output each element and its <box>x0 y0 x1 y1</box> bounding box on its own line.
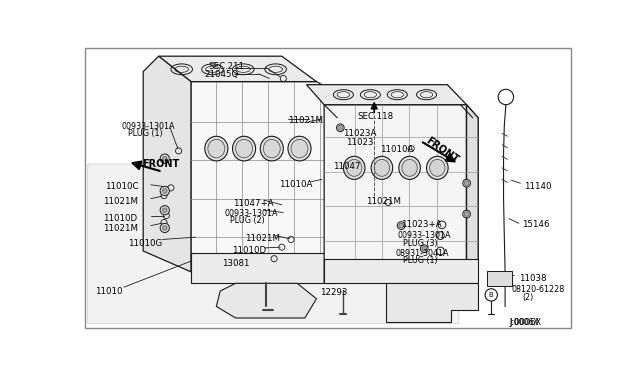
FancyBboxPatch shape <box>488 271 512 286</box>
Text: 08931-3041A: 08931-3041A <box>396 249 449 258</box>
Polygon shape <box>386 283 478 322</box>
Text: 11010A: 11010A <box>380 145 413 154</box>
Circle shape <box>160 223 170 232</box>
Text: 12293: 12293 <box>320 288 348 297</box>
Polygon shape <box>467 105 478 283</box>
Ellipse shape <box>232 136 255 161</box>
Ellipse shape <box>260 136 284 161</box>
Polygon shape <box>324 259 478 283</box>
Ellipse shape <box>402 159 417 176</box>
Text: PLUG (2): PLUG (2) <box>230 217 265 225</box>
Circle shape <box>160 206 170 215</box>
Text: B: B <box>489 292 493 298</box>
Text: 11047: 11047 <box>333 162 361 171</box>
Text: 11010: 11010 <box>95 287 123 296</box>
Circle shape <box>420 245 428 253</box>
Circle shape <box>397 222 405 230</box>
Ellipse shape <box>236 140 253 158</box>
Polygon shape <box>307 85 467 105</box>
Text: FRONT: FRONT <box>141 158 179 169</box>
Text: PLUG (1): PLUG (1) <box>403 256 438 265</box>
Polygon shape <box>159 56 316 81</box>
Circle shape <box>338 125 342 130</box>
Circle shape <box>337 124 344 132</box>
Ellipse shape <box>344 156 365 179</box>
Ellipse shape <box>374 159 390 176</box>
Text: PLUG (1): PLUG (1) <box>128 129 163 138</box>
Text: 11021M: 11021M <box>103 224 138 233</box>
Text: 13081: 13081 <box>221 259 249 268</box>
Text: SEC.211: SEC.211 <box>209 62 244 71</box>
Circle shape <box>163 208 167 212</box>
Circle shape <box>464 181 469 186</box>
Text: 11140: 11140 <box>524 182 552 191</box>
Text: 00933-1301A: 00933-1301A <box>397 231 451 240</box>
Ellipse shape <box>427 156 448 179</box>
Ellipse shape <box>208 140 225 158</box>
Text: J:0006X: J:0006X <box>509 318 541 327</box>
Text: 11010G: 11010G <box>128 239 162 248</box>
Circle shape <box>160 154 170 163</box>
Circle shape <box>399 223 403 228</box>
Circle shape <box>160 186 170 196</box>
Text: 11038: 11038 <box>519 274 547 283</box>
Text: 11047+A: 11047+A <box>232 199 273 208</box>
Circle shape <box>163 225 167 230</box>
Text: 11021M: 11021M <box>288 116 323 125</box>
Circle shape <box>464 212 469 217</box>
Ellipse shape <box>291 140 308 158</box>
Text: 11010D: 11010D <box>232 246 266 256</box>
Polygon shape <box>216 283 316 318</box>
Text: 11021M: 11021M <box>103 197 138 206</box>
Circle shape <box>163 156 167 161</box>
Polygon shape <box>191 81 336 272</box>
Text: 11021M: 11021M <box>245 234 280 243</box>
Circle shape <box>163 189 167 193</box>
FancyBboxPatch shape <box>84 48 572 328</box>
Ellipse shape <box>288 136 311 161</box>
Circle shape <box>463 179 470 187</box>
Polygon shape <box>143 56 191 272</box>
Text: FRONT: FRONT <box>424 135 461 165</box>
Text: 15146: 15146 <box>522 220 550 229</box>
Text: (2): (2) <box>522 294 533 302</box>
Text: PLUG (3): PLUG (3) <box>403 239 438 248</box>
Text: 11023+A: 11023+A <box>401 220 442 229</box>
Text: 11023A: 11023A <box>344 129 377 138</box>
Text: 00933-1301A: 00933-1301A <box>224 209 278 218</box>
Text: 11021M: 11021M <box>367 197 401 206</box>
Text: 11010D: 11010D <box>103 214 138 223</box>
Ellipse shape <box>429 159 445 176</box>
Text: 21045Q: 21045Q <box>205 70 239 79</box>
Circle shape <box>422 246 427 251</box>
Text: J:0006X: J:0006X <box>509 318 538 327</box>
Text: 08120-61228: 08120-61228 <box>511 285 564 294</box>
Polygon shape <box>324 105 478 283</box>
Ellipse shape <box>346 159 362 176</box>
Text: 11010A: 11010A <box>279 180 312 189</box>
Text: SEC.118: SEC.118 <box>357 112 394 121</box>
Ellipse shape <box>205 136 228 161</box>
Polygon shape <box>88 164 459 323</box>
Ellipse shape <box>371 156 393 179</box>
Ellipse shape <box>399 156 420 179</box>
Circle shape <box>463 210 470 218</box>
Ellipse shape <box>263 140 280 158</box>
Polygon shape <box>191 253 336 283</box>
Text: 11010C: 11010C <box>105 182 138 191</box>
Text: 00933-1301A: 00933-1301A <box>122 122 175 131</box>
Text: 11023: 11023 <box>346 138 373 147</box>
